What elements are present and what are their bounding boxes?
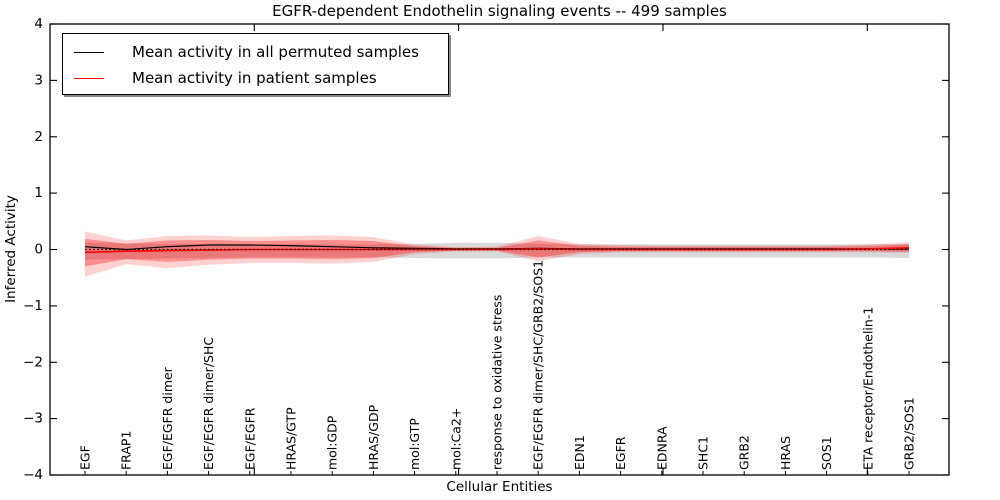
x-tick-label: EGF/EGFR dimer [160, 366, 175, 470]
x-tick-label: EGFR [613, 436, 628, 470]
x-tick-label: mol:Ca2+ [448, 408, 463, 470]
x-tick-label: mol:GDP [325, 415, 340, 470]
x-tick-label: EGF/EGFR dimer/SHC [201, 337, 216, 470]
permuted-std-band [85, 242, 909, 260]
chart-title: EGFR-dependent Endothelin signaling even… [272, 2, 727, 20]
legend-label-permuted: Mean activity in all permuted samples [132, 43, 419, 61]
x-tick-label: HRAS [778, 436, 793, 470]
legend-line-red-icon [74, 78, 104, 79]
x-tick-label: mol:GTP [407, 418, 422, 470]
y-tick-label: 0 [34, 242, 43, 258]
x-tick-label: FRAP1 [119, 431, 134, 470]
x-tick-label: EDN1 [572, 435, 587, 470]
legend: Mean activity in all permuted samples Me… [62, 33, 449, 95]
x-tick-label: EGF/EGFR dimer/SHC/GRB2/SOS1 [531, 260, 546, 470]
patient-outer-std-band [85, 231, 909, 277]
x-tick-label: HRAS/GTP [284, 407, 299, 470]
y-tick-label: 2 [34, 129, 43, 145]
y-tick-label: −2 [23, 354, 43, 370]
x-tick-label: HRAS/GDP [366, 404, 381, 470]
x-tick-label: GRB2/SOS1 [902, 397, 917, 470]
y-tick-label: −3 [23, 411, 43, 427]
y-tick-label: −4 [23, 467, 43, 483]
y-tick-label: 4 [34, 16, 43, 32]
x-axis-label: Cellular Entities [446, 479, 553, 495]
x-tick-label: EGF [78, 445, 93, 470]
x-tick-label: ETA receptor/Endothelin-1 [860, 307, 875, 470]
y-tick-label: 1 [34, 185, 43, 201]
y-axis-label: Inferred Activity [3, 195, 19, 303]
x-tick-label: EGF/EGFR [242, 407, 257, 470]
y-tick-label: −1 [23, 298, 43, 314]
legend-line-black-icon [74, 52, 104, 53]
x-tick-label: response to oxidative stress [490, 295, 505, 470]
x-tick-label: GRB2 [737, 435, 752, 470]
legend-item-patient: Mean activity in patient samples [63, 65, 448, 91]
patient-mean-line [84, 247, 910, 254]
y-tick-label: 3 [34, 72, 43, 88]
x-tick-label: SHC1 [696, 436, 711, 470]
legend-item-permuted: Mean activity in all permuted samples [63, 39, 448, 65]
legend-label-patient: Mean activity in patient samples [132, 69, 377, 87]
x-tick-label: SOS1 [819, 436, 834, 470]
x-tick-label: EDNRA [654, 426, 669, 470]
